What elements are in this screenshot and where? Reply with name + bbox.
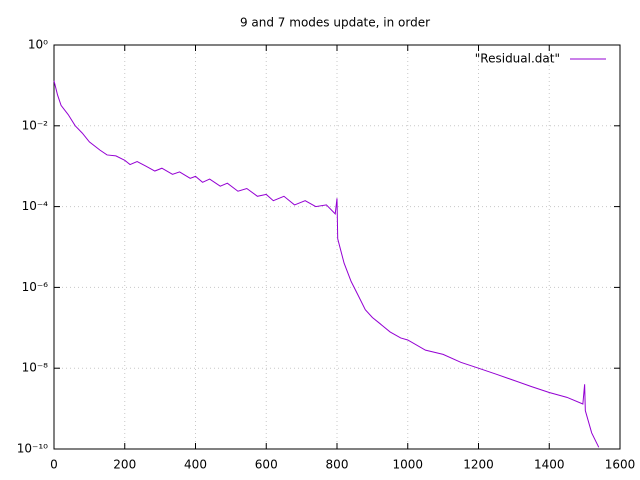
y-tick-label: 10⁻⁴: [22, 199, 49, 213]
x-tick-label: 1400: [534, 458, 565, 472]
x-tick-label: 1200: [463, 458, 494, 472]
legend-label: "Residual.dat": [475, 52, 560, 66]
x-tick-label: 800: [326, 458, 349, 472]
y-tick-label: 10⁻¹⁰: [17, 442, 48, 456]
y-tick-label: 10⁻⁶: [22, 280, 49, 294]
x-tick-label: 600: [255, 458, 278, 472]
x-tick-label: 400: [184, 458, 207, 472]
data-line: [53, 80, 600, 448]
chart-title: 9 and 7 modes update, in order: [240, 16, 430, 30]
y-tick-label: 10⁻²: [22, 118, 49, 132]
x-tick-label: 1600: [605, 458, 636, 472]
x-tick-label: 200: [113, 458, 136, 472]
x-tick-label: 1000: [392, 458, 423, 472]
plot-frame: [53, 44, 621, 450]
y-tick-label: 10⁻⁸: [22, 361, 49, 375]
y-tick-label: 10⁰: [28, 38, 48, 52]
x-tick-label: 0: [50, 458, 58, 472]
